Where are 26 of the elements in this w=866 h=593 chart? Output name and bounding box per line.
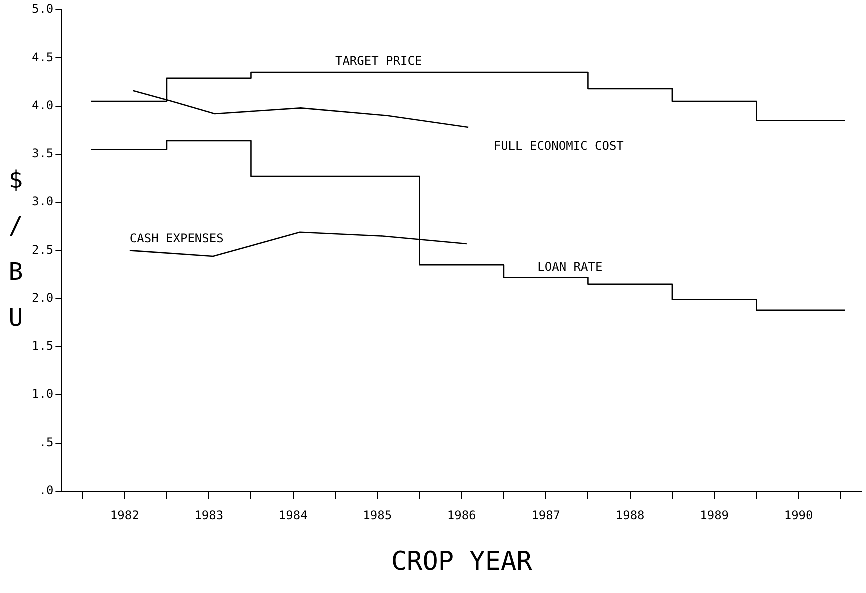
- x-tick-label: 1986: [447, 508, 476, 523]
- text: FULL ECONOMIC COST: [494, 138, 624, 153]
- y-tick-label: .5: [39, 435, 54, 450]
- y-tick-label: 5.0: [32, 2, 54, 16]
- x-axis-title: CROP YEAR: [391, 547, 533, 578]
- x-tick-label: 1982: [110, 508, 140, 523]
- x-tick-label: 1988: [616, 508, 645, 523]
- y-tick-label: 4.5: [32, 50, 54, 64]
- x-tick-label: 1990: [784, 508, 814, 523]
- x-tick-label: 1985: [363, 508, 392, 523]
- x-tick-label: 1983: [194, 508, 224, 523]
- series-label: CASH EXPENSES: [130, 231, 224, 246]
- y-tick-label: 2.5: [32, 242, 54, 257]
- x-tick-label: 1987: [532, 508, 561, 523]
- y-axis-title: $/BU: [8, 166, 24, 332]
- series-label: TARGET PRICE: [335, 54, 422, 68]
- y-tick-label: .0: [39, 484, 54, 498]
- y-tick-label: 1.0: [32, 387, 54, 402]
- y-tick-label: 2.0: [32, 290, 54, 305]
- x-tick-label: 1984: [278, 508, 308, 523]
- y-tick-label: 4.0: [32, 98, 54, 112]
- x-tick-label: 1989: [700, 508, 730, 523]
- y-tick-label: 3.5: [32, 146, 54, 161]
- series-label: LOAN RATE: [538, 260, 603, 274]
- y-tick-label: 1.5: [32, 339, 54, 354]
- y-tick-label: 3.0: [32, 194, 54, 209]
